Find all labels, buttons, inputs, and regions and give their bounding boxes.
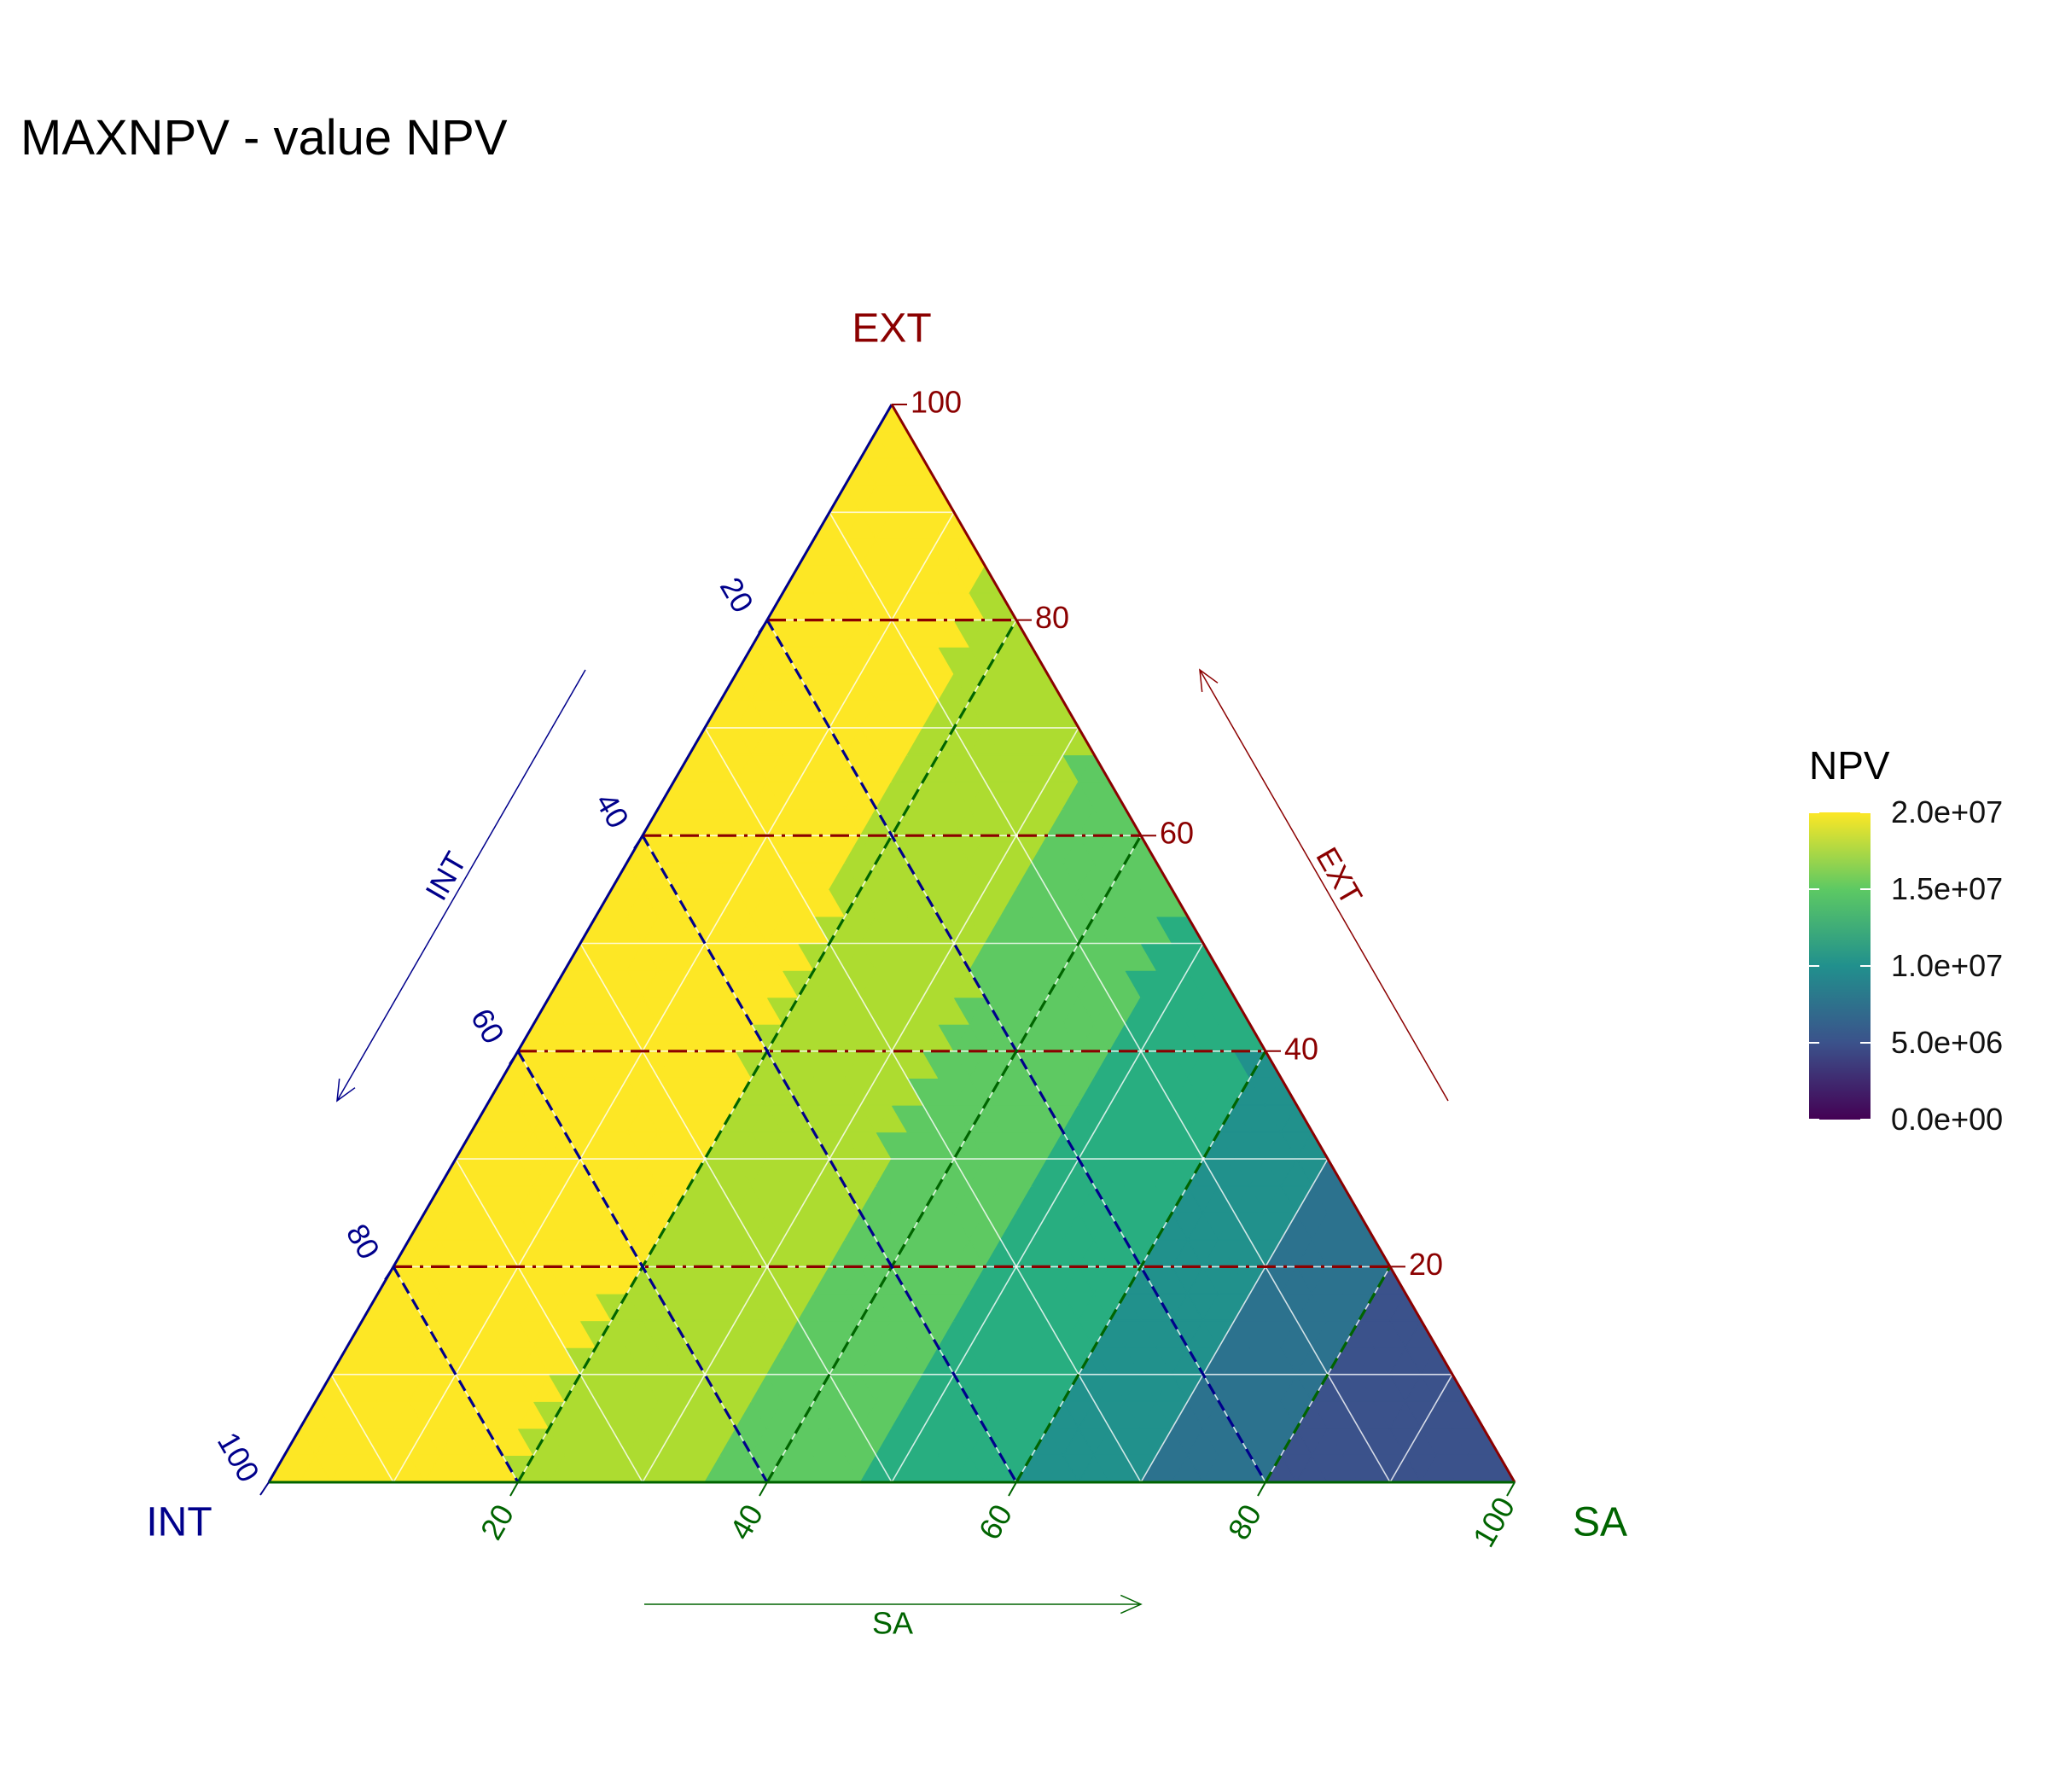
int-major-grid-line <box>641 835 1018 1483</box>
int-tick <box>509 1050 519 1065</box>
int-major-grid-line <box>516 1050 769 1483</box>
ext-tick-label: 40 <box>1284 1031 1318 1066</box>
int-direction-arrow-label: INT <box>418 846 474 906</box>
int-vertex-label: INT <box>146 1500 212 1545</box>
chart-title: MAXNPV - value NPV <box>20 110 508 166</box>
sa-tick <box>1506 1481 1516 1497</box>
contour-bands <box>267 403 1516 1484</box>
int-tick-label: 80 <box>340 1218 387 1265</box>
sa-tick <box>1257 1481 1266 1497</box>
int-tick-label: 20 <box>713 572 761 619</box>
int-tick <box>758 620 768 634</box>
sa-tick-label: 100 <box>1466 1491 1522 1553</box>
sa-tick-label: 40 <box>723 1498 771 1545</box>
legend-title: NPV <box>1809 743 1890 788</box>
int-major-grid-line <box>392 1265 520 1483</box>
ext-tick-label: 20 <box>1409 1247 1443 1282</box>
int-tick-label: 100 <box>211 1426 267 1488</box>
sa-direction-arrow: SA <box>644 1594 1143 1641</box>
int-tick <box>633 835 643 849</box>
minor-grid-line <box>891 943 1204 1483</box>
minor-grid-line <box>829 511 1391 1483</box>
legend-label: 1.5e+07 <box>1891 871 2004 906</box>
minor-grid-line <box>704 727 1142 1483</box>
legend-label: 1.0e+07 <box>1891 948 2004 983</box>
int-axis-line <box>267 404 893 1483</box>
minor-grid-line <box>1140 1158 1329 1483</box>
ext-tick-label: 100 <box>911 385 962 420</box>
sa-major-grid-line <box>1015 1050 1267 1483</box>
int-tick-label: 40 <box>589 787 637 834</box>
minor-grid-line <box>330 1374 394 1483</box>
sa-major-grid-line <box>1264 1265 1392 1483</box>
axis-labels: EXT INT SA <box>146 306 1627 1545</box>
ext-tick-label: 60 <box>1160 816 1194 851</box>
legend-label: 0.0e+00 <box>1891 1102 2004 1137</box>
legend-label: 5.0e+06 <box>1891 1025 2004 1060</box>
triangle-frame <box>267 404 1516 1484</box>
major-grid <box>392 618 1392 1483</box>
minor-grid-line <box>455 1158 643 1483</box>
sa-tick-label: 60 <box>972 1498 1020 1545</box>
sa-tick <box>1008 1481 1017 1497</box>
sa-tick-label: 80 <box>1221 1498 1269 1545</box>
minor-grid-line <box>393 511 955 1483</box>
minor-grid-line <box>1389 1374 1453 1483</box>
sa-tick-label: 20 <box>474 1498 521 1545</box>
sa-tick <box>509 1481 519 1497</box>
int-tick <box>259 1481 270 1496</box>
sa-direction-arrow-label: SA <box>872 1606 913 1641</box>
int-tick <box>384 1265 394 1280</box>
ext-axis-line <box>890 404 1516 1483</box>
sa-tick <box>759 1481 768 1497</box>
minor-grid-line <box>642 727 1079 1483</box>
sa-major-grid-line <box>765 835 1143 1483</box>
ext-vertex-label: EXT <box>852 306 931 352</box>
sa-vertex-label: SA <box>1573 1500 1627 1545</box>
ext-tick-label: 80 <box>1035 600 1069 635</box>
minor-grid-line <box>579 943 893 1483</box>
legend-label: 2.0e+07 <box>1891 794 2004 829</box>
int-tick-label: 60 <box>464 1003 512 1050</box>
contour-cell <box>875 403 909 433</box>
legend-colorbar <box>1809 812 1871 1120</box>
